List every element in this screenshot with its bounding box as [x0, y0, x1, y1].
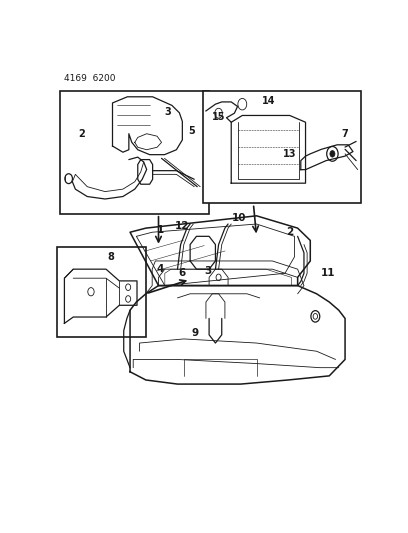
Text: 1: 1: [156, 225, 164, 235]
Text: 4169  6200: 4169 6200: [64, 74, 115, 83]
Text: 14: 14: [262, 96, 276, 107]
Bar: [60, 91, 209, 214]
Text: 3: 3: [164, 107, 171, 117]
Text: 2: 2: [286, 227, 293, 237]
Text: 9: 9: [191, 328, 198, 338]
Text: 11: 11: [320, 268, 335, 278]
Circle shape: [330, 150, 335, 157]
Text: 7: 7: [341, 128, 348, 139]
Text: 15: 15: [212, 111, 225, 122]
Text: 12: 12: [175, 221, 189, 231]
Text: 4: 4: [156, 264, 164, 274]
Text: 3: 3: [204, 266, 211, 276]
Text: 2: 2: [78, 130, 85, 139]
Text: 5: 5: [188, 126, 195, 136]
Text: 10: 10: [232, 213, 246, 223]
Bar: [57, 247, 146, 337]
Text: 6: 6: [179, 268, 186, 278]
Text: 13: 13: [283, 149, 297, 159]
Text: 8: 8: [107, 253, 114, 262]
Bar: [203, 91, 361, 204]
